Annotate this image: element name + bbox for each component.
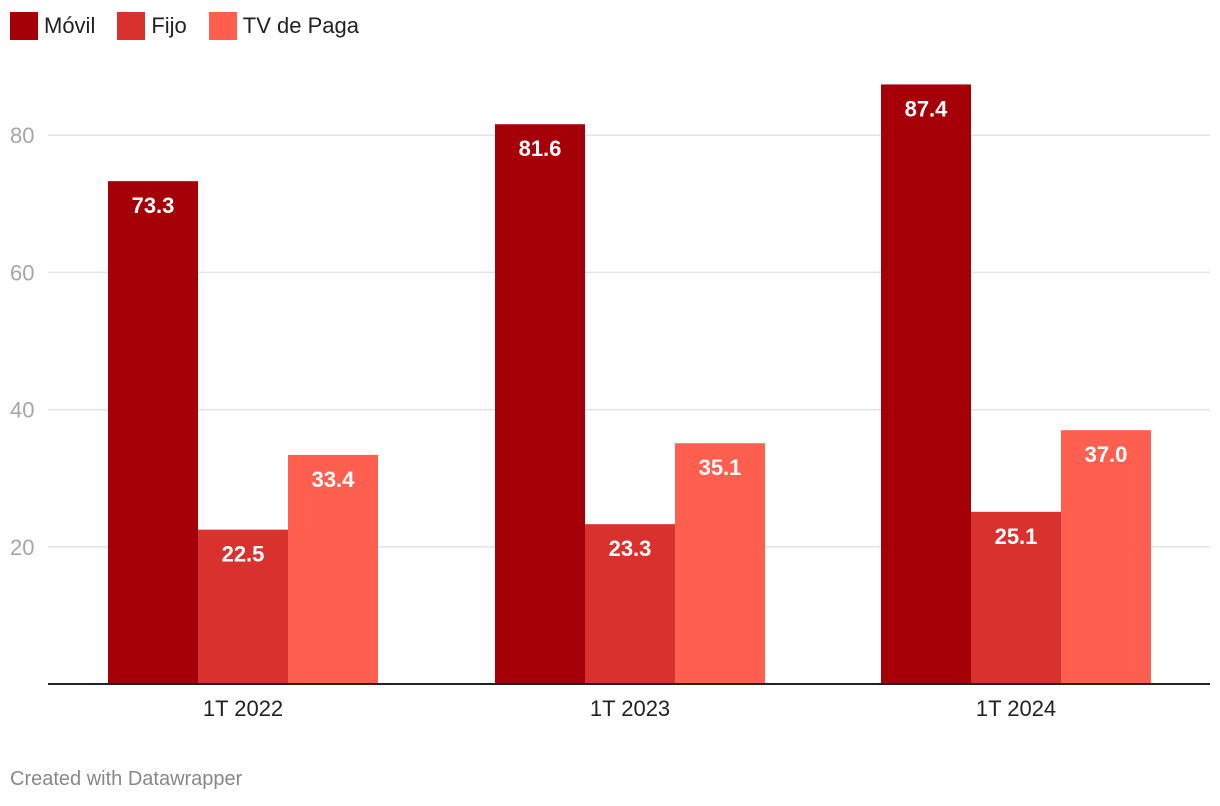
bar-fijo-2 [971, 511, 1061, 684]
bar-movil-0 [108, 181, 198, 685]
legend-swatch-fijo [117, 12, 146, 40]
value-label-fijo-2: 25.1 [995, 524, 1038, 549]
value-label-fijo-1: 23.3 [609, 536, 652, 561]
value-label-movil-2: 87.4 [905, 96, 949, 121]
x-tick-label-1: 1T 2023 [590, 696, 670, 721]
value-label-tv-de-paga-2: 37.0 [1085, 442, 1128, 467]
legend-swatch-movil [10, 12, 38, 40]
footer-credit: Created with Datawrapper [10, 768, 243, 790]
value-label-tv-de-paga-1: 35.1 [699, 455, 742, 480]
bar-fijo-0 [198, 529, 288, 684]
bar-tv-de-paga-1 [675, 443, 765, 684]
value-label-fijo-0: 22.5 [222, 542, 265, 567]
bar-fijo-1 [585, 524, 675, 684]
value-label-movil-0: 73.3 [132, 193, 175, 218]
value-label-movil-1: 81.6 [519, 136, 562, 161]
x-tick-label-2: 1T 2024 [976, 696, 1056, 721]
legend-label-fijo: Fijo [151, 13, 187, 38]
y-tick-label-40: 40 [10, 398, 34, 423]
y-tick-label-60: 60 [10, 260, 34, 285]
legend-swatch-tv-de-paga [208, 12, 237, 40]
bar-tv-de-paga-0 [288, 454, 378, 684]
legend-label-movil: Móvil [44, 13, 96, 38]
legend-item-tv-de-paga[interactable]: TV de Paga [208, 12, 359, 40]
legend: Móvil Fijo TV de Paga [10, 12, 381, 40]
value-label-tv-de-paga-0: 33.4 [312, 467, 356, 492]
bar-tv-de-paga-2 [1061, 430, 1151, 684]
x-tick-label-0: 1T 2022 [203, 696, 283, 721]
legend-item-fijo[interactable]: Fijo [117, 12, 187, 40]
legend-label-tv-de-paga: TV de Paga [242, 13, 359, 38]
y-tick-label-80: 80 [10, 123, 34, 148]
y-tick-label-20: 20 [10, 535, 34, 560]
bar-movil-1 [495, 124, 585, 684]
bar-movil-2 [881, 84, 971, 685]
legend-item-movil[interactable]: Móvil [10, 12, 95, 40]
